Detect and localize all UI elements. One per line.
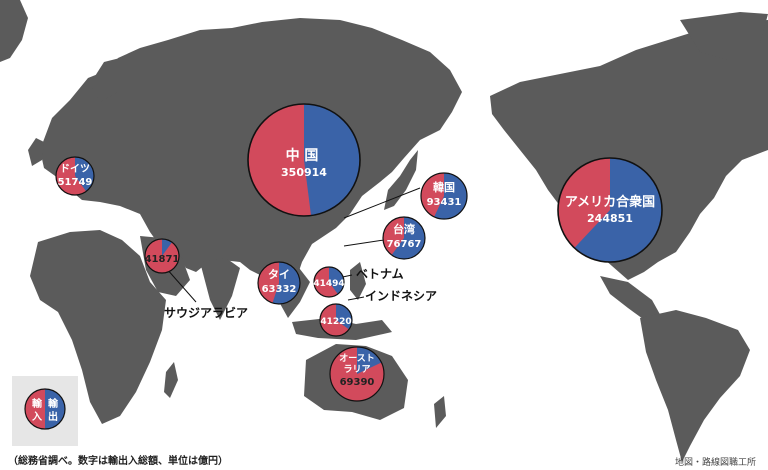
- label-vietnam-value: 41494: [313, 279, 344, 289]
- pie-usa-export: [574, 158, 662, 262]
- label-thailand-name: タイ: [268, 268, 290, 281]
- pie-australia-ring: [329, 346, 385, 402]
- legend-export-top: 輸: [48, 397, 59, 410]
- label-china-name: 中 国: [286, 147, 319, 164]
- pie-taiwan-export: [391, 217, 426, 260]
- pie-indonesia: [319, 303, 353, 337]
- greenland-right-land: [680, 12, 768, 60]
- pie-usa: [557, 157, 663, 263]
- legend-import-bottom: 入: [32, 411, 42, 423]
- legend-ring: [24, 388, 66, 430]
- uk-land: [28, 138, 44, 166]
- label-australia-name-2: ラリア: [343, 364, 370, 375]
- pie-thailand-ring: [257, 261, 301, 305]
- country-labels: 中 国 350914 アメリカ合衆国 244851 韓国 93431 台湾 76…: [58, 147, 656, 388]
- madagascar-land: [164, 362, 178, 398]
- pie-australia-export: [357, 347, 382, 374]
- scandinavia-land: [90, 58, 128, 102]
- pie-thailand: [257, 261, 301, 305]
- pie-china-export: [304, 104, 361, 216]
- legend: 輸 入 輸 出: [12, 376, 78, 446]
- pie-china: [247, 103, 361, 217]
- newzealand-land: [434, 396, 446, 428]
- label-china-value: 350914: [281, 166, 327, 179]
- label-korea-value: 93431: [427, 197, 462, 208]
- central-america-land: [600, 276, 662, 324]
- label-australia-value: 69390: [340, 377, 375, 388]
- credit: 地図・路線図職工所: [674, 458, 756, 468]
- legend-export-half: [45, 389, 65, 429]
- label-vietnam-name: ベトナム: [356, 267, 404, 281]
- pie-indonesia-export: [336, 304, 352, 330]
- trade-pies: [55, 103, 663, 402]
- label-saudi-value: 41871: [145, 254, 180, 265]
- pie-germany-export: [75, 157, 94, 192]
- pie-australia: [329, 346, 385, 402]
- pie-korea-ring: [420, 172, 468, 220]
- label-usa-value: 244851: [587, 212, 633, 225]
- label-indonesia-name: インドネシア: [365, 289, 437, 303]
- pie-indonesia-ring: [319, 303, 353, 337]
- pie-vietnam-export: [329, 267, 345, 295]
- label-indonesia-value: 41220: [320, 317, 351, 327]
- greenland-land: [0, 0, 28, 62]
- label-germany-name: ドイツ: [60, 163, 90, 175]
- pie-usa-ring: [557, 157, 663, 263]
- pie-germany: [55, 156, 95, 196]
- legend-export-bottom: 出: [48, 410, 58, 423]
- leader-indonesia: [347, 296, 365, 301]
- pie-korea: [420, 172, 468, 220]
- legend-import-top: 輸: [32, 397, 43, 410]
- footer-note: （総務省調べ。数字は輸出入総額、単位は億円）: [8, 456, 228, 467]
- label-usa-name: アメリカ合衆国: [565, 194, 655, 210]
- label-thailand-value: 63332: [262, 284, 297, 295]
- label-germany-value: 51749: [58, 177, 93, 188]
- africa-land: [30, 230, 166, 424]
- pie-china-ring: [247, 103, 361, 217]
- pie-vietnam: [313, 266, 345, 298]
- pie-saudi-ring: [144, 238, 180, 274]
- label-taiwan-name: 台湾: [393, 222, 415, 236]
- label-saudi-name: サウジアラビア: [164, 305, 248, 320]
- label-taiwan-value: 76767: [387, 239, 422, 250]
- label-australia-name-1: オースト: [339, 353, 375, 364]
- japan-land: [384, 150, 418, 210]
- pie-thailand-export: [272, 262, 300, 304]
- india-land: [200, 258, 240, 320]
- label-korea-name: 韓国: [433, 180, 455, 194]
- pie-saudi: [144, 238, 180, 274]
- pie-taiwan: [382, 216, 426, 260]
- pie-germany-ring: [55, 156, 95, 196]
- north-america-land: [490, 20, 768, 280]
- legend-import-half: [25, 389, 45, 429]
- leader-saudi: [165, 267, 197, 303]
- pie-vietnam-ring: [313, 266, 345, 298]
- leader-korea: [343, 187, 421, 219]
- pie-korea-export: [434, 173, 467, 219]
- philippines-land: [350, 262, 366, 300]
- south-america-land: [640, 310, 750, 462]
- pie-taiwan-ring: [382, 216, 426, 260]
- pie-saudi-export: [162, 239, 172, 256]
- legend-pie: 輸 入 輸 出: [24, 388, 66, 430]
- leader-taiwan: [343, 239, 385, 247]
